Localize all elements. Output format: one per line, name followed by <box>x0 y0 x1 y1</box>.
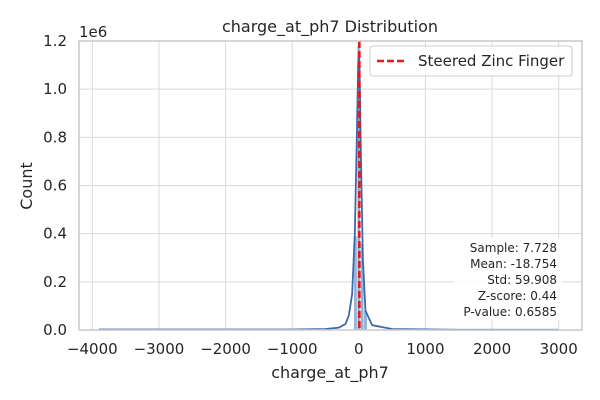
y-tick-label: 0.4 <box>43 225 67 243</box>
y-tick-label: 0.2 <box>43 273 67 291</box>
stats-line-std: Std: 59.908 <box>487 273 557 287</box>
stats-line-mean: Mean: -18.754 <box>470 257 557 271</box>
x-tick-label: 1000 <box>406 340 444 358</box>
y-tick-label: 0.6 <box>43 177 67 195</box>
y-axis-ticks: 0.0 0.2 0.4 0.6 0.8 1.0 1.2 <box>43 32 67 339</box>
legend-entry-label: Steered Zinc Finger <box>418 52 565 70</box>
x-tick-label: 2000 <box>473 340 511 358</box>
legend-box <box>369 45 573 77</box>
y-tick-label: 1.2 <box>43 32 67 50</box>
stats-line-sample: Sample: 7.728 <box>470 241 557 255</box>
stats-box: Sample: 7.728 Mean: -18.754 Std: 59.908 … <box>454 238 562 320</box>
x-tick-label: 3000 <box>540 340 578 358</box>
legend: Steered Zinc Finger <box>369 45 573 77</box>
stats-line-zscore: Z-score: 0.44 <box>478 289 557 303</box>
stats-line-pvalue: P-value: 0.6585 <box>463 305 557 319</box>
x-tick-label: −2000 <box>200 340 251 358</box>
chart-title: charge_at_ph7 Distribution <box>222 17 438 37</box>
plot-frame <box>78 40 583 331</box>
x-axis-ticks: −4000 −3000 −2000 −1000 0 1000 2000 3000 <box>67 340 578 358</box>
x-tick-label: −4000 <box>67 340 118 358</box>
x-tick-label: −3000 <box>134 340 185 358</box>
stats-box-background <box>454 238 562 320</box>
x-tick-label: 0 <box>354 340 364 358</box>
x-axis-label: charge_at_ph7 <box>271 363 389 383</box>
y-tick-label: 0.0 <box>43 321 67 339</box>
x-tick-label: −1000 <box>267 340 318 358</box>
y-axis-label: Count <box>17 162 36 210</box>
y-tick-label: 0.8 <box>43 128 67 146</box>
y-tick-label: 1.0 <box>43 80 67 98</box>
y-offset-label: 1e6 <box>79 23 107 41</box>
